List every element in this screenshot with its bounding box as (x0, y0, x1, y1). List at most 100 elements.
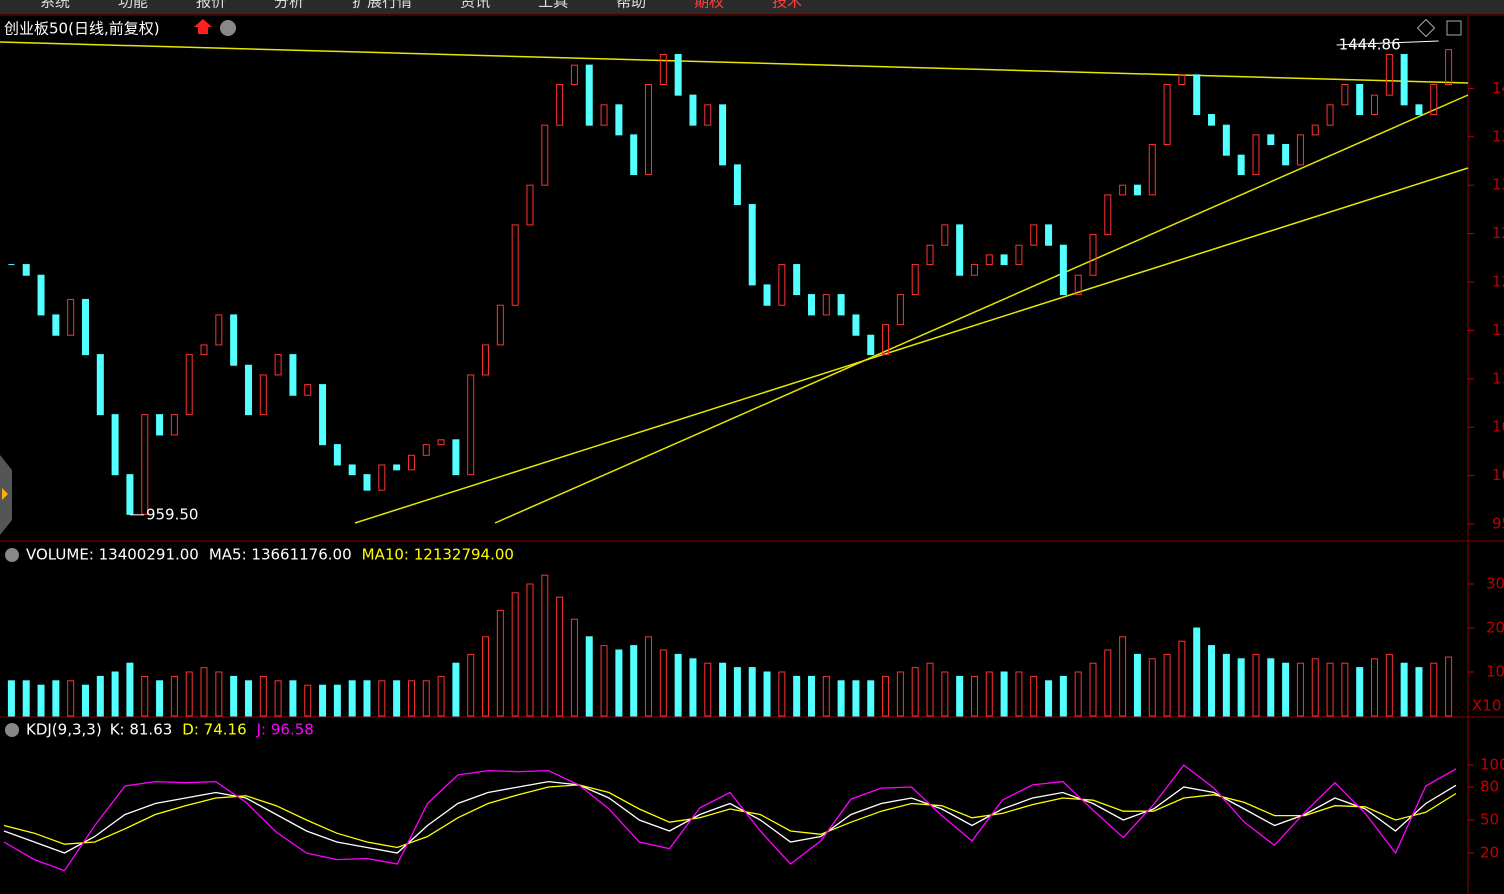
candle (230, 314, 238, 366)
menu-item[interactable]: 资讯 (460, 0, 490, 11)
y-tick-label: 30 (1486, 575, 1504, 593)
toggle-icon[interactable] (5, 723, 19, 737)
candle (259, 374, 267, 416)
volume-bar (1015, 671, 1023, 717)
volume-bar (719, 662, 727, 717)
volume-bar (541, 574, 549, 717)
candle (956, 224, 964, 276)
volume-bar (230, 675, 238, 717)
volume-bar (215, 671, 223, 717)
candle (719, 104, 727, 166)
candle (141, 414, 149, 515)
volume-bar (452, 662, 460, 717)
menu-item[interactable]: 工具 (538, 0, 568, 11)
candle (778, 264, 786, 306)
candle (126, 474, 134, 515)
candle (185, 354, 193, 416)
candle (1030, 224, 1038, 246)
candle (570, 64, 578, 86)
candle (630, 134, 638, 176)
volume-bar (645, 636, 653, 717)
candle (81, 298, 89, 356)
volume-bar (674, 653, 682, 717)
chart-title: 创业板50(日线,前复权) (4, 20, 160, 38)
candle (822, 294, 830, 316)
icon[interactable] (1446, 20, 1462, 36)
candle (244, 364, 252, 416)
volume-bar (1163, 653, 1171, 717)
menu-item[interactable]: 扩展行情 (352, 0, 412, 11)
candle (941, 224, 949, 246)
candle (1074, 274, 1082, 296)
legend-item: D: 74.16 (182, 721, 246, 739)
candle (1059, 244, 1067, 296)
candle (496, 304, 504, 346)
toggle-icon[interactable] (5, 548, 19, 562)
volume-bar (570, 618, 578, 717)
menu-item[interactable]: 期权 (694, 0, 724, 11)
menu-item[interactable]: 分析 (274, 0, 304, 11)
trend-line (354, 167, 1469, 524)
y-tick-label: 20 (1486, 619, 1504, 637)
volume-bar (1371, 658, 1379, 717)
menu-item[interactable]: 技术 (772, 0, 802, 11)
icon[interactable] (1416, 18, 1436, 38)
volume-bar (170, 675, 178, 717)
volume-bar (793, 675, 801, 717)
y-tick-label: 1350 (1492, 127, 1504, 145)
volume-bar (511, 592, 519, 717)
candle (645, 84, 653, 176)
volume-bar (822, 675, 830, 717)
candle (1296, 134, 1304, 166)
menu-item[interactable]: 功能 (118, 0, 148, 11)
y-tick-label: 1000 (1492, 466, 1504, 484)
volume-bar (763, 671, 771, 717)
volume-bar (526, 583, 534, 717)
volume-bar (437, 675, 445, 717)
menu-item[interactable]: 帮助 (616, 0, 646, 11)
candle (704, 104, 712, 126)
volume-bar (141, 675, 149, 717)
candle (215, 314, 223, 346)
menu-item[interactable]: 报价 (196, 0, 226, 11)
pane-title: KDJ(9,3,3) (26, 721, 102, 739)
volume-bar (81, 684, 89, 717)
menu-item[interactable]: 系统 (40, 0, 70, 11)
volume-bar (1045, 680, 1053, 717)
volume-bar (615, 649, 623, 717)
candle (556, 84, 564, 126)
volume-bar (7, 680, 15, 717)
y-tick-label: 1050 (1492, 418, 1504, 436)
volume-bar (1237, 658, 1245, 717)
candle (1400, 53, 1408, 106)
y-tick-label: 1100 (1492, 369, 1504, 387)
volume-bar (1445, 656, 1453, 717)
volume-bar (911, 667, 919, 717)
volume-bar (244, 680, 252, 717)
volume-bar (1074, 671, 1082, 717)
volume-bar (200, 667, 208, 717)
volume-bar (274, 680, 282, 717)
volume-bar (37, 684, 45, 717)
volume-bar (896, 671, 904, 717)
trend-lines (0, 41, 1469, 524)
kdj-line (3, 780, 1457, 854)
volume-bar (1326, 662, 1334, 717)
candle (1356, 84, 1364, 116)
volume-bar (422, 680, 430, 717)
toggle-icon[interactable] (220, 20, 236, 36)
candle (1237, 154, 1245, 176)
y-tick-label: 100 (1480, 756, 1504, 774)
volume-bar (1341, 662, 1349, 717)
candle (674, 53, 682, 96)
y-tick-label: 20 (1480, 844, 1499, 862)
candle (304, 384, 312, 396)
candle (378, 464, 386, 491)
volume-bar (111, 671, 119, 717)
volume-bar (407, 680, 415, 717)
candle (111, 414, 119, 476)
candle (1104, 194, 1112, 236)
volume-bar (630, 645, 638, 717)
volume-bar (837, 680, 845, 717)
